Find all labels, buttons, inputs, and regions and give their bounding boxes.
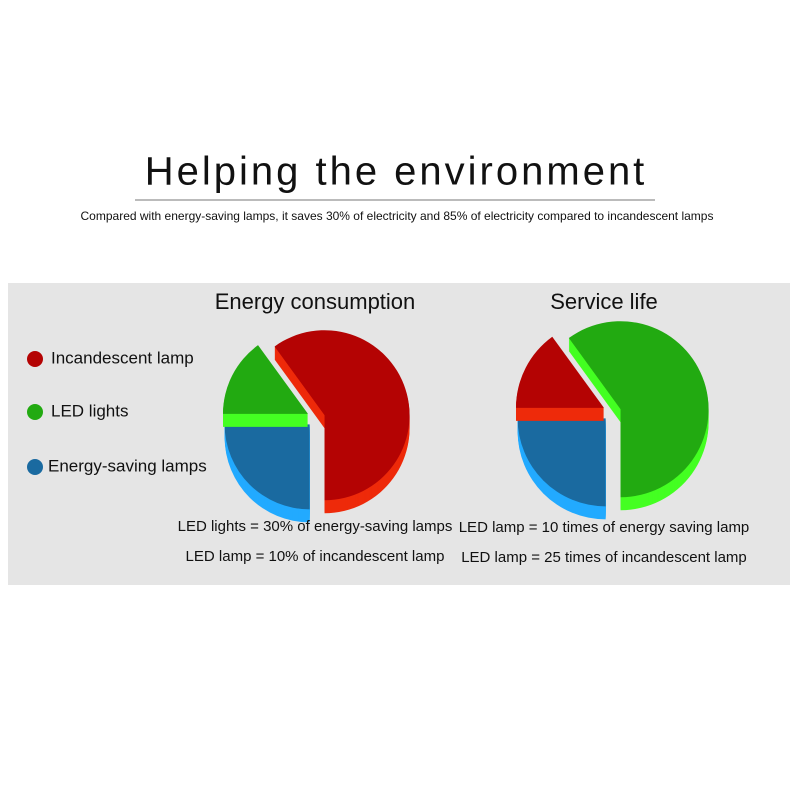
slice — [515, 336, 604, 408]
annotation: LED lamp = 25 times of incandescent lamp — [461, 549, 747, 566]
chart-title: Energy consumption — [215, 289, 416, 314]
legend-label: Incandescent lamp — [51, 348, 194, 367]
legend-dot — [27, 404, 43, 420]
slice — [517, 418, 606, 507]
annotation: LED lights = 30% of energy-saving lamps — [178, 518, 453, 535]
legend-label: Energy-saving lamps — [48, 456, 207, 475]
chart-title: Service life — [550, 289, 658, 314]
annotation: LED lamp = 10 times of energy saving lam… — [459, 519, 750, 536]
subtitle: Compared with energy-saving lamps, it sa… — [81, 209, 714, 223]
slice — [568, 321, 709, 498]
annotation: LED lamp = 10% of incandescent lamp — [186, 548, 445, 565]
slice — [222, 345, 308, 414]
legend-dot — [27, 459, 43, 475]
slice — [274, 330, 410, 501]
legend-label: LED lights — [51, 401, 128, 420]
page-title: Helping the environment — [145, 150, 648, 194]
slice — [224, 424, 310, 510]
legend-dot — [27, 351, 43, 367]
